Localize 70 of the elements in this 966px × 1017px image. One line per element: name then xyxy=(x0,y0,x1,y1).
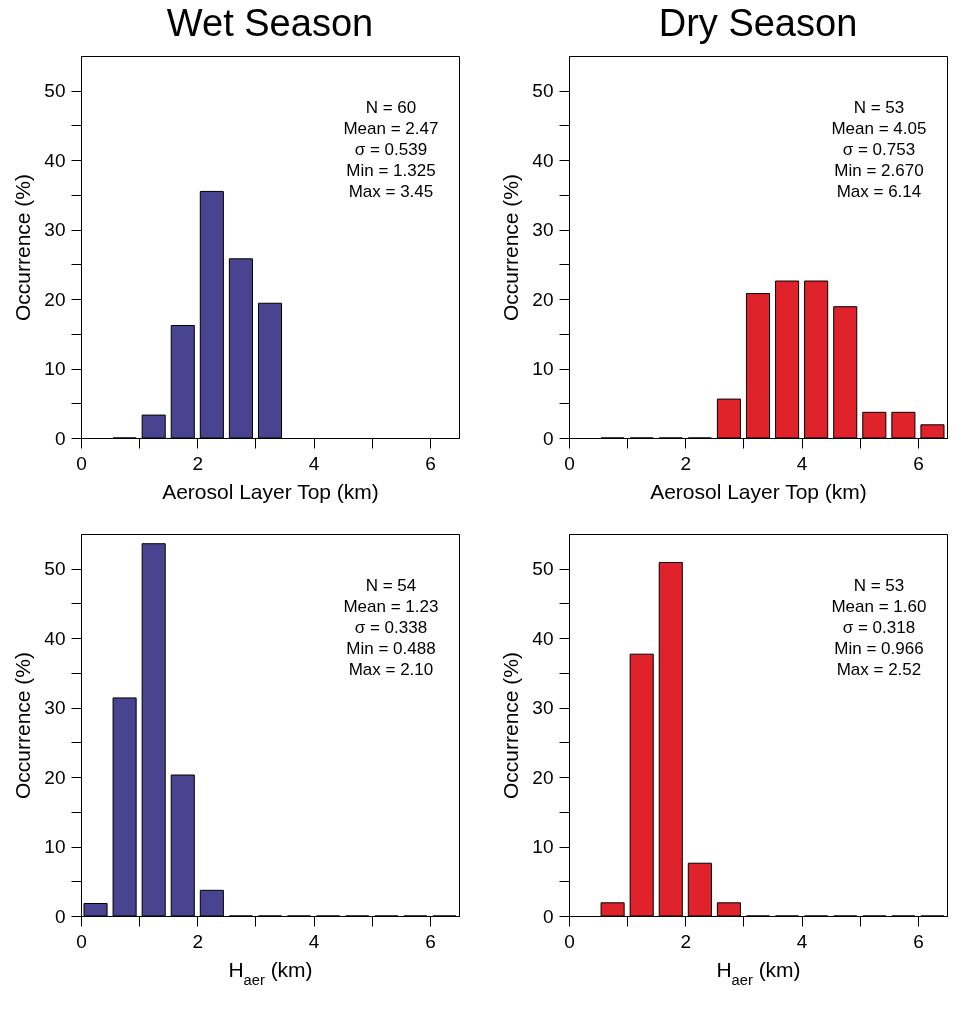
y-tick-label: 50 xyxy=(44,558,66,580)
y-axis-title: Occurrence (%) xyxy=(499,651,523,800)
x-tick-label: 4 xyxy=(308,930,320,952)
y-tick-label: 20 xyxy=(532,766,554,788)
x-axis-title: H$_{aer}$ (km) xyxy=(716,957,801,988)
x-tick-label: 6 xyxy=(425,930,436,952)
annotation: Mean = 1.60 xyxy=(831,597,927,616)
y-tick-label: 50 xyxy=(44,80,66,102)
y-tick-label: 0 xyxy=(54,427,66,449)
annotation: σ = 0.338 xyxy=(354,618,428,637)
x-tick-label: 0 xyxy=(564,452,575,474)
y-tick-label: 0 xyxy=(542,427,554,449)
x-tick-label: 6 xyxy=(913,452,924,474)
x-tick-label: 0 xyxy=(76,930,87,952)
x-axis-title: H$_{aer}$ (km) xyxy=(228,957,313,988)
y-tick-label: 40 xyxy=(44,149,66,171)
y-axis-title: Occurrence (%) xyxy=(499,173,523,322)
y-axis-title: Occurrence (%) xyxy=(11,173,35,322)
y-axis-title: Occurrence (%) xyxy=(11,651,35,800)
x-tick-label: 2 xyxy=(192,452,204,474)
y-tick-label: 50 xyxy=(532,80,554,102)
annotation: Max = 2.52 xyxy=(836,660,922,679)
annotation: N = 53 xyxy=(853,98,905,117)
annotation: N = 54 xyxy=(365,576,417,595)
y-tick-label: 10 xyxy=(532,358,554,380)
annotation: σ = 0.539 xyxy=(354,140,428,159)
y-tick-label: 40 xyxy=(44,627,66,649)
y-tick-label: 0 xyxy=(542,905,554,927)
x-tick-label: 6 xyxy=(425,452,436,474)
y-tick-label: 20 xyxy=(44,766,66,788)
y-tick-label: 20 xyxy=(44,288,66,310)
y-tick-label: 10 xyxy=(532,836,554,858)
x-axis-title: Aerosol Layer Top (km) xyxy=(650,479,867,503)
y-tick-label: 40 xyxy=(532,149,554,171)
x-axis-title: Aerosol Layer Top (km) xyxy=(162,479,379,503)
x-tick-label: 0 xyxy=(564,930,575,952)
y-tick-label: 50 xyxy=(532,558,554,580)
annotation: Min = 1.325 xyxy=(346,161,436,180)
annotation: Mean = 1.23 xyxy=(343,597,439,616)
y-tick-label: 10 xyxy=(44,358,66,380)
y-tick-label: 0 xyxy=(54,905,66,927)
x-tick-label: 6 xyxy=(913,930,924,952)
y-tick-label: 20 xyxy=(532,288,554,310)
annotation: N = 60 xyxy=(365,98,417,117)
annotation: Max = 6.14 xyxy=(836,182,922,201)
x-tick-label: 2 xyxy=(192,930,204,952)
x-tick-label: 4 xyxy=(308,452,320,474)
y-tick-label: 40 xyxy=(532,627,554,649)
annotation: Min = 0.966 xyxy=(834,639,924,658)
annotation: σ = 0.753 xyxy=(842,140,916,159)
annotation: Mean = 4.05 xyxy=(831,119,927,138)
y-tick-label: 30 xyxy=(44,697,66,719)
annotation: σ = 0.318 xyxy=(842,618,916,637)
x-tick-label: 4 xyxy=(796,930,808,952)
x-tick-label: 2 xyxy=(680,452,692,474)
y-tick-label: 10 xyxy=(44,836,66,858)
annotation: Min = 0.488 xyxy=(346,639,436,658)
x-tick-label: 0 xyxy=(76,452,87,474)
annotation: Min = 2.670 xyxy=(834,161,924,180)
y-tick-label: 30 xyxy=(44,219,66,241)
annotation: Max = 2.10 xyxy=(348,660,434,679)
y-tick-label: 30 xyxy=(532,697,554,719)
x-tick-label: 2 xyxy=(680,930,692,952)
chart-title: Dry Season xyxy=(658,2,858,44)
annotation: Mean = 2.47 xyxy=(343,119,439,138)
y-tick-label: 30 xyxy=(532,219,554,241)
x-tick-label: 4 xyxy=(796,452,808,474)
annotation: Max = 3.45 xyxy=(348,182,434,201)
chart-title: Wet Season xyxy=(166,2,374,44)
annotation: N = 53 xyxy=(853,576,905,595)
